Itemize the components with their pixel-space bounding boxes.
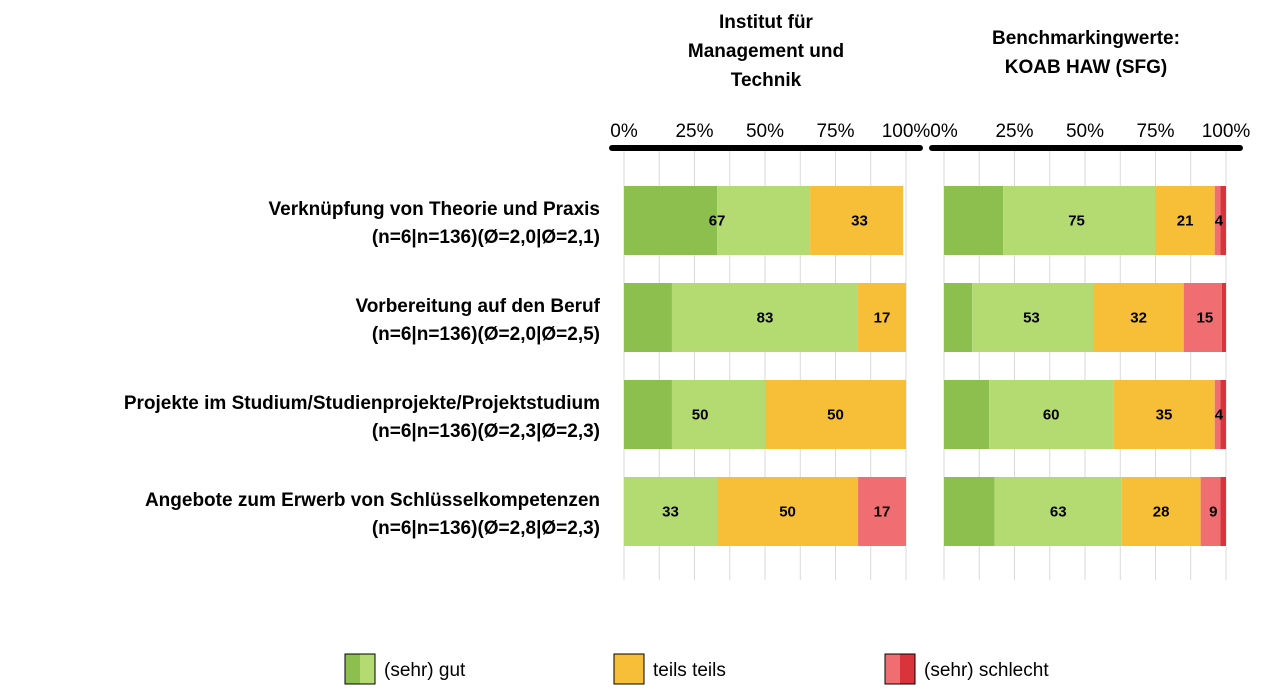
category-label: Vorbereitung auf den Beruf: [355, 296, 600, 317]
bar-segment-sehr-gut: [624, 186, 718, 255]
legend-swatch-border: [344, 653, 376, 685]
legend-label: (sehr) gut: [384, 660, 466, 681]
data-label: 28: [1153, 504, 1170, 521]
legend-swatch-border: [613, 653, 645, 685]
data-label: 4: [1215, 213, 1224, 230]
data-label: 32: [1130, 310, 1147, 327]
bar-segment-gut: [671, 380, 765, 449]
category-sublabel: (n=6|n=136)(Ø=2,0|Ø=2,1): [372, 227, 600, 248]
legend-swatch: [900, 654, 915, 684]
bar-segment-gut: [1003, 186, 1156, 255]
legend-swatch: [614, 654, 629, 684]
data-label: 17: [874, 504, 891, 521]
data-label: 53: [1023, 310, 1040, 327]
category-sublabel: (n=6|n=136)(Ø=2,3|Ø=2,3): [372, 421, 600, 442]
data-label: 50: [779, 504, 796, 521]
tick-label: 75%: [1136, 121, 1174, 142]
data-label: 35: [1156, 407, 1173, 424]
data-label: 67: [709, 213, 726, 230]
legend-label: teils teils: [653, 660, 726, 681]
panel-title-line: Technik: [731, 70, 802, 91]
bar-segment-sehr-schlecht: [1220, 186, 1226, 255]
legend-label: (sehr) schlecht: [924, 660, 1049, 681]
data-label: 50: [692, 407, 709, 424]
data-label: 75: [1068, 213, 1085, 230]
panel-title-line: KOAB HAW (SFG): [1005, 57, 1168, 78]
data-label: 33: [662, 504, 679, 521]
category-label: Verknüpfung von Theorie und Praxis: [269, 199, 601, 220]
data-label: 63: [1050, 504, 1067, 521]
bar-segment-gut: [671, 283, 859, 352]
legend-swatch: [885, 654, 900, 684]
bar-segment-schlecht: [1214, 380, 1221, 449]
category-label: Angebote zum Erwerb von Schlüsselkompete…: [145, 490, 600, 511]
data-label: 15: [1197, 310, 1214, 327]
bar-segment-gut: [994, 477, 1122, 546]
data-label: 21: [1177, 213, 1194, 230]
legend-swatch-border: [884, 653, 916, 685]
bar-segment-schlecht: [1183, 283, 1222, 352]
bar-segment-gut: [989, 380, 1114, 449]
bar-segment-sehr-gut: [624, 380, 672, 449]
bar-segment-sehr-gut: [944, 380, 990, 449]
bar-segment-sehr-schlecht: [1220, 477, 1226, 546]
data-label: 83: [757, 310, 774, 327]
bar-segment-sehr-gut: [944, 186, 1004, 255]
category-label: Projekte im Studium/Studienprojekte/Proj…: [124, 393, 600, 414]
tick-label: 0%: [610, 121, 638, 142]
bar-segment-teils: [1155, 186, 1215, 255]
data-label: 60: [1043, 407, 1060, 424]
bar-segment-gut: [972, 283, 1094, 352]
bar-segment-sehr-gut: [944, 477, 995, 546]
data-label: 4: [1215, 407, 1224, 424]
tick-label: 75%: [816, 121, 854, 142]
tick-label: 0%: [930, 121, 958, 142]
bar-segment-teils: [765, 380, 906, 449]
bar-segment-gut: [717, 186, 811, 255]
panel-title-line: Management und: [688, 41, 844, 62]
bar-segment-sehr-gut: [624, 283, 672, 352]
data-label: 17: [874, 310, 891, 327]
tick-label: 50%: [746, 121, 784, 142]
panel-title-line: Institut für: [719, 12, 814, 33]
bar-segment-schlecht: [1214, 186, 1221, 255]
bar-segment-schlecht: [858, 477, 906, 546]
bar-segment-teils: [1113, 380, 1215, 449]
bar-segment-teils: [717, 477, 859, 546]
bar-segment-teils: [1093, 283, 1184, 352]
tick-label: 100%: [1202, 121, 1251, 142]
bar-segment-schlecht: [1200, 477, 1221, 546]
tick-label: 25%: [675, 121, 713, 142]
bar-segment-sehr-gut: [944, 283, 973, 352]
tick-label: 25%: [995, 121, 1033, 142]
data-label: 50: [827, 407, 844, 424]
category-sublabel: (n=6|n=136)(Ø=2,0|Ø=2,5): [372, 324, 600, 345]
legend-swatch: [360, 654, 375, 684]
category-sublabel: (n=6|n=136)(Ø=2,8|Ø=2,3): [372, 518, 600, 539]
bar-segment-sehr-schlecht: [1221, 283, 1226, 352]
bar-segment-teils: [1121, 477, 1201, 546]
data-label: 9: [1209, 504, 1217, 521]
tick-label: 50%: [1066, 121, 1104, 142]
bar-segment-teils: [810, 186, 904, 255]
data-label: 33: [851, 213, 868, 230]
legend-swatch: [629, 654, 644, 684]
bar-segment-teils: [858, 283, 906, 352]
panel-title-line: Benchmarkingwerte:: [992, 28, 1180, 49]
bar-segment-sehr-schlecht: [1220, 380, 1226, 449]
legend-swatch: [345, 654, 360, 684]
tick-label: 100%: [882, 121, 931, 142]
bar-segment-gut: [624, 477, 718, 546]
